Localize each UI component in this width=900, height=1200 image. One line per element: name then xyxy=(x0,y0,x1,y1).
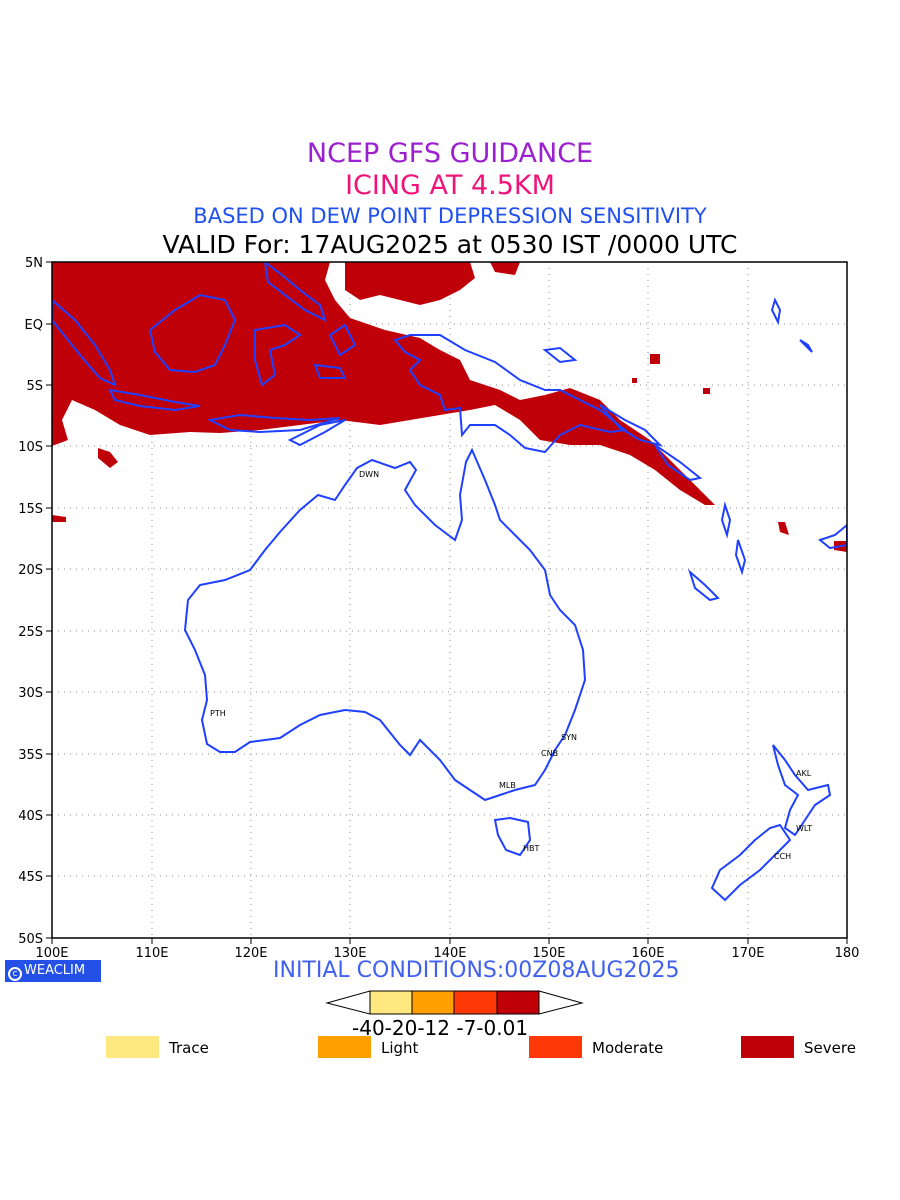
copyright-circle-icon: c xyxy=(8,967,22,981)
lon-label: 140E xyxy=(433,946,466,961)
lat-label: 5S xyxy=(26,379,43,394)
lon-label: 150E xyxy=(532,946,565,961)
city-label-auckland: AKL xyxy=(796,769,812,778)
city-label-melbourne: MLB xyxy=(499,781,516,790)
lat-label: 20S xyxy=(18,563,43,578)
colorbar-light xyxy=(411,990,455,1015)
legend-swatch-moderate xyxy=(529,1036,582,1058)
colorbar-trace xyxy=(369,990,413,1015)
legend-swatch-light xyxy=(318,1036,371,1058)
lon-label: 100E xyxy=(35,946,68,961)
legend-swatch-severe xyxy=(741,1036,794,1058)
city-label-sydney: SYN xyxy=(561,733,577,742)
lon-label: 180 xyxy=(835,946,860,961)
city-labels: DWN PTH SYN CNB MLB HBT AKL WLT CCH xyxy=(210,470,812,861)
colorbar-severe xyxy=(496,990,540,1015)
legend-label-light: Light xyxy=(381,1039,419,1057)
city-label-canberra: CNB xyxy=(541,749,558,758)
city-label-perth: PTH xyxy=(210,709,226,718)
title-valid-time: VALID For: 17AUG2025 at 0530 IST /0000 U… xyxy=(162,230,738,259)
coastlines xyxy=(52,262,847,902)
lat-label: EQ xyxy=(25,318,43,333)
lat-label: 50S xyxy=(18,932,43,947)
title-line-1: NCEP GFS GUIDANCE xyxy=(306,138,594,169)
colorbar-high-arrow xyxy=(538,990,584,1015)
legend-label-severe: Severe xyxy=(804,1039,856,1057)
lon-label: 120E xyxy=(234,946,267,961)
colorbar-labels: -40-20-12 -7-0.01 xyxy=(352,1016,529,1040)
lat-label: 5N xyxy=(25,256,43,271)
legend-label-trace: Trace xyxy=(169,1039,209,1057)
legend-swatch-trace xyxy=(106,1036,159,1058)
lon-label: 110E xyxy=(135,946,168,961)
city-label-christchurch: CCH xyxy=(774,852,791,861)
weaclim-logo: c WEACLIM xyxy=(5,960,101,982)
colorbar-low-arrow xyxy=(325,990,371,1015)
lon-labels: 100E 110E 120E 130E 140E 150E 160E 170E … xyxy=(35,946,859,961)
lat-label: 45S xyxy=(18,870,43,885)
title-line-2: ICING AT 4.5KM xyxy=(345,170,555,201)
legend-label-moderate: Moderate xyxy=(592,1039,664,1057)
lat-label: 25S xyxy=(18,625,43,640)
lon-label: 160E xyxy=(631,946,664,961)
colorbar-moderate xyxy=(453,990,498,1015)
city-label-darwin: DWN xyxy=(359,470,379,479)
colorbar xyxy=(325,990,584,1015)
map-ticks xyxy=(46,261,848,944)
title-line-3: BASED ON DEW POINT DEPRESSION SENSITIVIT… xyxy=(193,204,707,228)
icing-severe-areas xyxy=(52,262,847,552)
initial-conditions: INITIAL CONDITIONS:00Z08AUG2025 xyxy=(273,958,680,983)
lat-label: 35S xyxy=(18,748,43,763)
city-label-wellington: WLT xyxy=(796,824,812,833)
lat-labels: 5N EQ 5S 10S 15S 20S 25S 30S 35S 40S 45S… xyxy=(18,256,43,947)
lat-label: 15S xyxy=(18,502,43,517)
logo-text: WEACLIM xyxy=(24,963,86,978)
lat-label: 40S xyxy=(18,809,43,824)
lat-label: 30S xyxy=(18,686,43,701)
lon-label: 130E xyxy=(333,946,366,961)
lat-label: 10S xyxy=(18,440,43,455)
city-label-hobart: HBT xyxy=(523,844,540,853)
lon-label: 170E xyxy=(731,946,764,961)
